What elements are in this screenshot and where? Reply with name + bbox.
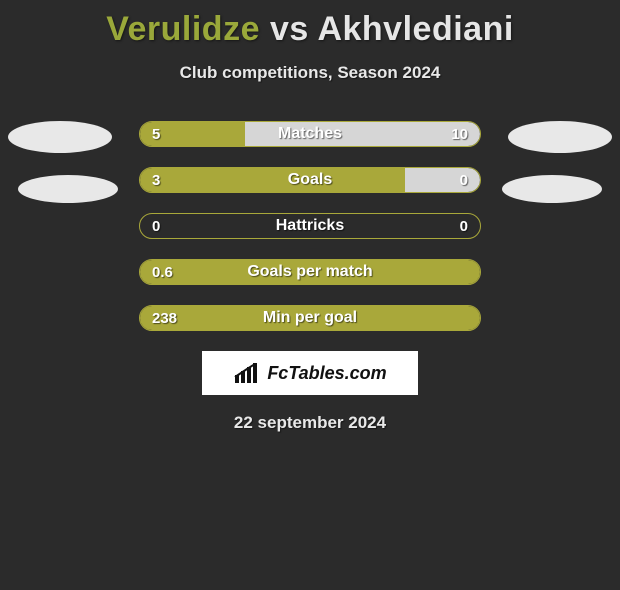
vs-text: vs [270, 10, 309, 48]
stat-row: 0.6Goals per match [139, 259, 481, 285]
stat-label: Hattricks [140, 214, 480, 238]
player2-avatar-placeholder [502, 175, 602, 203]
bar-left [140, 168, 405, 192]
player1-avatar-placeholder [8, 121, 112, 153]
bar-left [140, 306, 480, 330]
stat-row: 238Min per goal [139, 305, 481, 331]
date-text: 22 september 2024 [0, 413, 620, 433]
stat-rows: 510Matches 30Goals 0 0Hattricks 0.6Goals per… [139, 121, 481, 331]
stat-value-right: 0 [460, 214, 468, 238]
bar-right [245, 122, 480, 146]
player2-name: Akhvlediani [317, 10, 513, 48]
player2-avatar-placeholder [508, 121, 612, 153]
stat-row: 0 0Hattricks [139, 213, 481, 239]
subtitle: Club competitions, Season 2024 [0, 63, 620, 83]
stat-value-left: 0 [152, 214, 160, 238]
bar-chart-icon [233, 361, 261, 385]
brand-name: FcTables.com [267, 363, 386, 384]
comparison-chart: 510Matches 30Goals 0 0Hattricks 0.6Goals per… [0, 121, 620, 331]
player1-name: Verulidze [106, 10, 260, 48]
player1-avatar-placeholder [18, 175, 118, 203]
stat-row: 510Matches [139, 121, 481, 147]
stat-row: 30Goals [139, 167, 481, 193]
brand-logo-box: FcTables.com [202, 351, 418, 395]
page-title: Verulidze vs Akhvlediani [0, 10, 620, 49]
bar-left [140, 122, 245, 146]
bar-left [140, 260, 480, 284]
bar-right [405, 168, 480, 192]
